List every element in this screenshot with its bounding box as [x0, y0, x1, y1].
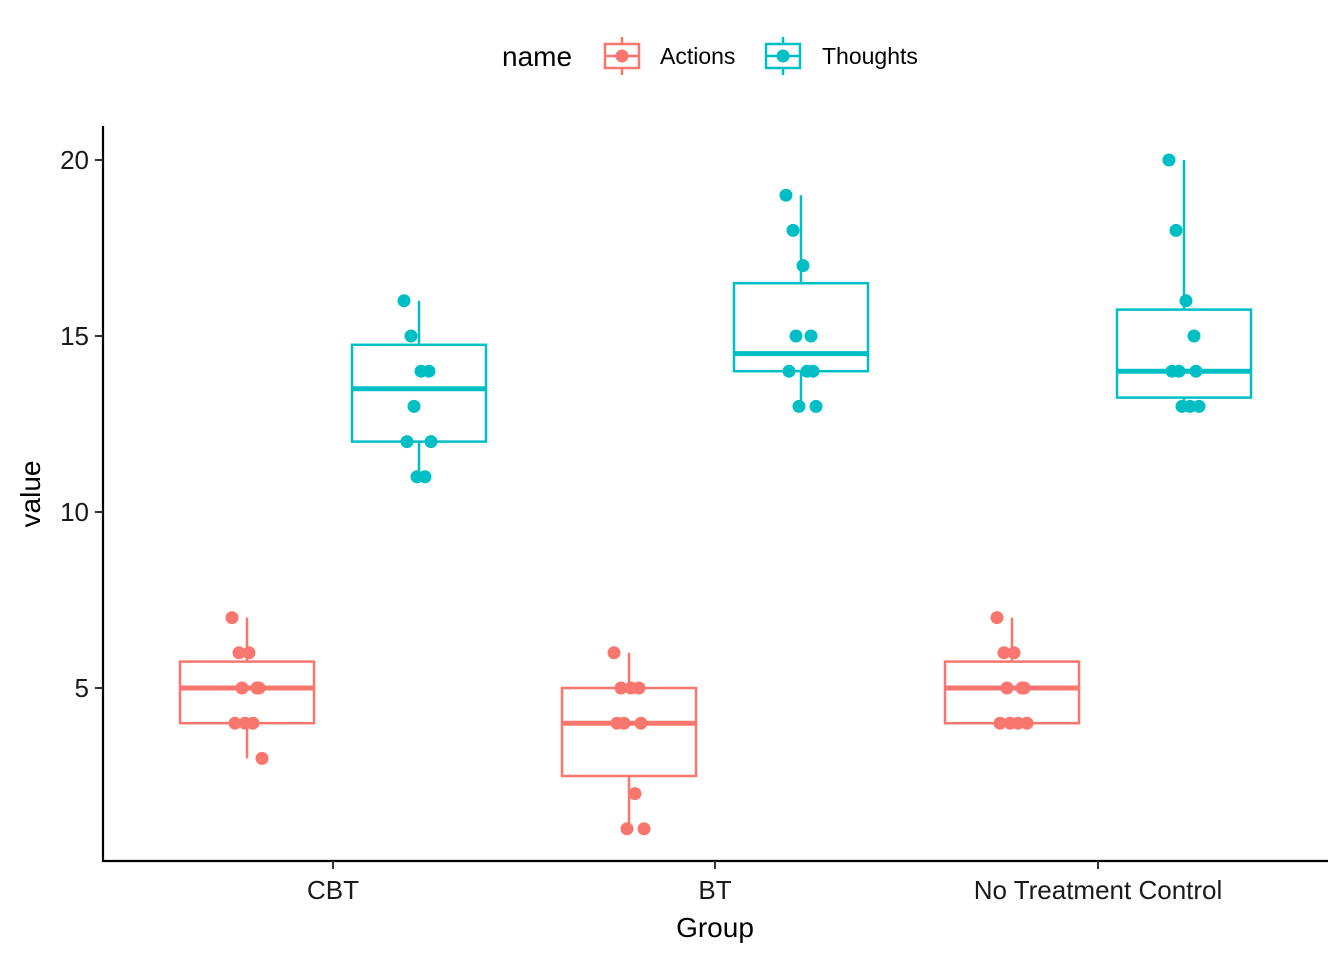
- data-point: [997, 646, 1011, 660]
- data-point: [779, 188, 793, 202]
- box-actions-bt: [560, 646, 698, 836]
- x-tick-label-cbt: CBT: [307, 875, 359, 905]
- data-point: [404, 329, 418, 343]
- data-point: [1162, 153, 1176, 167]
- data-point: [634, 716, 648, 730]
- legend-title: name: [502, 41, 572, 72]
- x-tick-label-bt: BT: [698, 875, 731, 905]
- y-tick-label: 15: [60, 321, 89, 351]
- data-point: [1187, 329, 1201, 343]
- data-point: [1020, 716, 1034, 730]
- data-point: [255, 751, 269, 765]
- box-iqr: [1115, 308, 1253, 399]
- data-point: [235, 681, 249, 695]
- data-point: [804, 329, 818, 343]
- y-tick-label: 20: [60, 145, 89, 175]
- data-point: [232, 646, 246, 660]
- data-point: [1179, 294, 1193, 308]
- data-point: [1189, 364, 1203, 378]
- data-point: [1017, 681, 1031, 695]
- data-point: [607, 646, 621, 660]
- data-point: [796, 259, 810, 273]
- box-iqr: [732, 281, 870, 373]
- data-point: [782, 364, 796, 378]
- data-point: [1003, 716, 1017, 730]
- data-point: [1165, 364, 1179, 378]
- box-iqr: [560, 686, 698, 778]
- data-point: [410, 470, 424, 484]
- y-axis-ticks: 5 10 15 20: [60, 145, 103, 703]
- data-point: [400, 435, 414, 449]
- data-point: [637, 822, 651, 836]
- data-point: [789, 329, 803, 343]
- data-point: [800, 364, 814, 378]
- data-point: [620, 822, 634, 836]
- x-axis-title: Group: [676, 912, 754, 943]
- data-point: [614, 681, 628, 695]
- data-point: [228, 716, 242, 730]
- legend-key-actions: Actions: [603, 37, 735, 75]
- data-point: [397, 294, 411, 308]
- legend-key-thoughts: Thoughts: [764, 37, 918, 75]
- data-point: [792, 399, 806, 413]
- data-point: [993, 716, 1007, 730]
- data-point: [786, 223, 800, 237]
- data-point: [1169, 223, 1183, 237]
- box-thoughts-no-treatment-control: [1115, 153, 1253, 413]
- plot-area: [178, 153, 1253, 836]
- x-axis-ticks: CBT BT No Treatment Control: [307, 861, 1222, 905]
- box-actions-no-treatment-control: [943, 611, 1081, 730]
- data-point: [1192, 399, 1206, 413]
- legend: name Actions Thoughts: [502, 37, 918, 75]
- x-tick-label-no-treatment-control: No Treatment Control: [974, 875, 1223, 905]
- box-actions-cbt: [178, 611, 316, 765]
- box-iqr: [943, 660, 1081, 725]
- data-point: [242, 646, 256, 660]
- data-point: [628, 787, 642, 801]
- data-point: [407, 399, 421, 413]
- legend-point-icon: [615, 49, 629, 63]
- data-point: [610, 716, 624, 730]
- data-point: [1175, 399, 1189, 413]
- y-tick-label: 10: [60, 497, 89, 527]
- data-point: [632, 681, 646, 695]
- data-point: [990, 611, 1004, 625]
- data-point: [1000, 681, 1014, 695]
- legend-label-thoughts: Thoughts: [822, 43, 918, 69]
- legend-label-actions: Actions: [660, 43, 735, 69]
- box-iqr: [350, 343, 488, 443]
- data-point: [809, 399, 823, 413]
- y-axis-title: value: [15, 461, 46, 528]
- data-point: [238, 716, 252, 730]
- data-point: [422, 364, 436, 378]
- data-point: [1007, 646, 1021, 660]
- box-thoughts-bt: [732, 188, 870, 413]
- data-point: [252, 681, 266, 695]
- box-iqr: [178, 660, 316, 725]
- box-thoughts-cbt: [350, 294, 488, 484]
- data-point: [424, 435, 438, 449]
- data-point: [225, 611, 239, 625]
- legend-point-icon: [776, 49, 790, 63]
- y-tick-label: 5: [75, 673, 89, 703]
